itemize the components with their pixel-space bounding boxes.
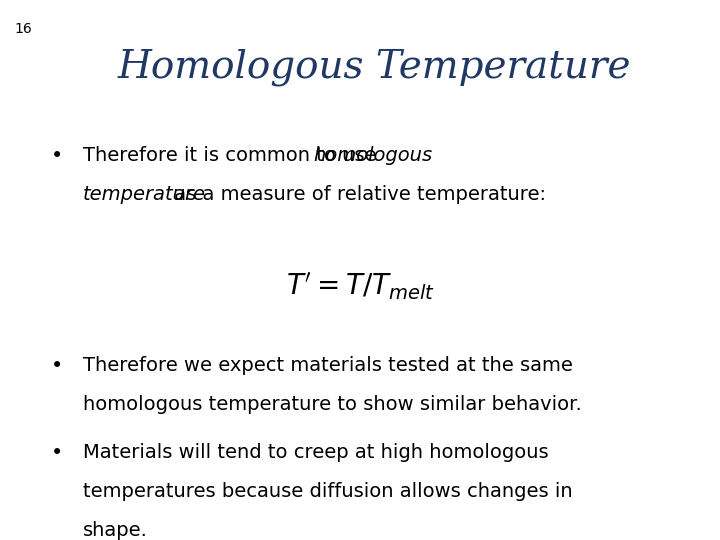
Text: Homologous Temperature: Homologous Temperature <box>117 49 631 86</box>
Text: shape.: shape. <box>83 521 148 539</box>
Text: •: • <box>50 356 63 376</box>
Text: Materials will tend to creep at high homologous: Materials will tend to creep at high hom… <box>83 443 549 462</box>
Text: homologous temperature to show similar behavior.: homologous temperature to show similar b… <box>83 395 582 414</box>
Text: •: • <box>50 443 63 463</box>
Text: 16: 16 <box>14 22 32 36</box>
Text: •: • <box>50 146 63 166</box>
Text: Therefore it is common to use: Therefore it is common to use <box>83 146 382 165</box>
Text: $\mathit{T'} = \mathit{T}/\mathit{T}_{\mathit{melt}}$: $\mathit{T'} = \mathit{T}/\mathit{T}_{\m… <box>286 270 434 301</box>
Text: temperature: temperature <box>83 185 206 204</box>
Text: temperatures because diffusion allows changes in: temperatures because diffusion allows ch… <box>83 482 572 501</box>
Text: Therefore we expect materials tested at the same: Therefore we expect materials tested at … <box>83 356 572 375</box>
Text: as a measure of relative temperature:: as a measure of relative temperature: <box>168 185 546 204</box>
Text: homologous: homologous <box>314 146 433 165</box>
